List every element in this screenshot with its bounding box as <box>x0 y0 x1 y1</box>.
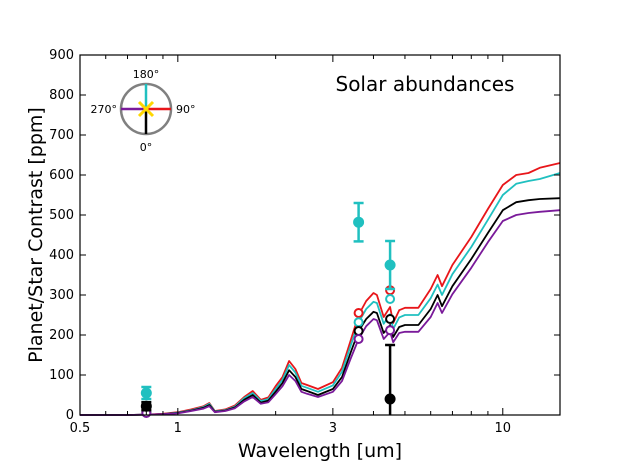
compass-label-bottom: 0° <box>140 141 153 154</box>
y-tick-label: 800 <box>49 88 74 103</box>
observation-point <box>384 259 396 271</box>
y-tick-label: 600 <box>49 168 74 183</box>
points-layer <box>140 201 396 418</box>
y-tick-label: 0 <box>66 408 74 423</box>
observation-point <box>353 216 365 228</box>
chart-annotation: Solar abundances <box>336 72 515 96</box>
y-axis-title: Planet/Star Contrast [ppm] <box>25 107 47 363</box>
y-tick-label: 900 <box>49 48 74 63</box>
y-tick-label: 500 <box>49 208 74 223</box>
series-layer <box>80 162 561 416</box>
model-point <box>353 308 364 318</box>
model-point <box>385 325 396 336</box>
observation-point <box>140 387 152 399</box>
observer-marker <box>137 100 155 118</box>
observation-point <box>384 393 396 405</box>
compass-label-top: 180° <box>133 68 160 81</box>
compass-label-left: 270° <box>91 103 118 116</box>
series-line-0-deg <box>80 197 561 416</box>
compass-label-right: 90° <box>176 103 196 116</box>
y-tick-label: 100 <box>49 368 74 383</box>
x-tick-label: 3 <box>329 421 337 436</box>
model-point <box>385 314 396 324</box>
y-tick-label: 700 <box>49 128 74 143</box>
y-tick-label: 400 <box>49 248 74 263</box>
model-point <box>353 334 364 344</box>
ticks-layer: 0 100 200 300 400 500 600 700 800 900 0.5 1 3 10 <box>49 48 560 436</box>
series-line-180-deg <box>80 172 561 416</box>
model-point <box>353 326 364 336</box>
x-tick-label: 10 <box>495 421 512 436</box>
observation-point <box>140 400 152 412</box>
model-point <box>353 317 364 328</box>
plot-frame <box>79 54 561 416</box>
model-point <box>385 294 396 304</box>
x-tick-label: 0.5 <box>70 421 91 436</box>
y-tick-label: 200 <box>49 328 74 343</box>
y-tick-label: 300 <box>49 288 74 303</box>
x-tick-label: 1 <box>174 421 182 436</box>
phase-compass: 180° 90° 0° 270° <box>91 68 196 154</box>
series-line-270-deg <box>80 209 561 416</box>
x-axis-title: Wavelength [um] <box>238 440 402 462</box>
